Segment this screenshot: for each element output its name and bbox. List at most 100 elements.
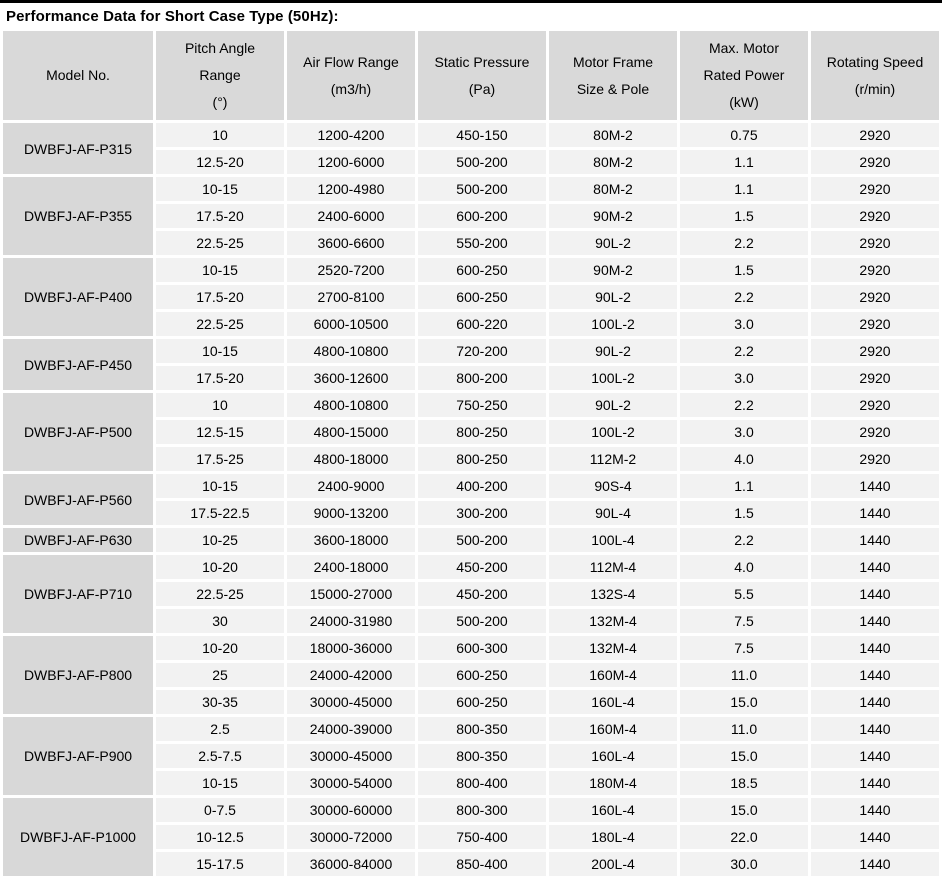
data-cell: 2.5 — [156, 717, 284, 741]
data-cell: 3600-6600 — [287, 231, 415, 255]
data-cell: 15.0 — [680, 744, 808, 768]
data-cell: 550-200 — [418, 231, 546, 255]
data-cell: 90S-4 — [549, 474, 677, 498]
data-cell: 90L-2 — [549, 339, 677, 363]
data-cell: 2400-6000 — [287, 204, 415, 228]
data-cell: 6000-10500 — [287, 312, 415, 336]
data-cell: 10-15 — [156, 339, 284, 363]
data-cell: 2920 — [811, 204, 939, 228]
data-cell: 0-7.5 — [156, 798, 284, 822]
data-cell: 1440 — [811, 663, 939, 687]
data-cell: 2.2 — [680, 231, 808, 255]
data-cell: 1200-6000 — [287, 150, 415, 174]
data-cell: 132M-4 — [549, 609, 677, 633]
data-cell: 450-200 — [418, 582, 546, 606]
data-cell: 10-20 — [156, 636, 284, 660]
data-cell: 17.5-20 — [156, 285, 284, 309]
table-row: 10-15 30000-54000 800-400 180M-4 18.5 1440 — [3, 771, 939, 795]
data-cell: 800-200 — [418, 366, 546, 390]
table-row: 17.5-20 3600-12600 800-200 100L-2 3.0 2920 — [3, 366, 939, 390]
performance-table: Model No. Pitch Angle Range (°) Air Flow… — [0, 28, 942, 879]
data-cell: 30.0 — [680, 852, 808, 876]
table-row: 17.5-20 2700-8100 600-250 90L-2 2.2 2920 — [3, 285, 939, 309]
data-cell: 24000-42000 — [287, 663, 415, 687]
data-cell: 4800-15000 — [287, 420, 415, 444]
table-body: DWBFJ-AF-P315 10 1200-4200 450-150 80M-2 0.75… — [3, 123, 939, 876]
data-cell: 1440 — [811, 852, 939, 876]
table-row: DWBFJ-AF-P900 2.5 24000-39000 800-350 160M-4… — [3, 717, 939, 795]
data-cell: 3.0 — [680, 366, 808, 390]
data-cell: 500-200 — [418, 528, 546, 552]
data-cell: 1440 — [811, 501, 939, 525]
table-row: DWBFJ-AF-P710 10-20 2400-18000 450-200 112M-… — [3, 555, 939, 633]
data-cell: 30 — [156, 609, 284, 633]
table-header: Model No. Pitch Angle Range (°) Air Flow… — [3, 31, 939, 120]
table-row: 17.5-25 4800-18000 800-250 112M-2 4.0 2920 — [3, 447, 939, 471]
data-cell: 2.2 — [680, 339, 808, 363]
data-cell: 90M-2 — [549, 204, 677, 228]
table-row: DWBFJ-AF-P630 10-25 3600-18000 500-200 100L-… — [3, 528, 939, 552]
col-header-static-pressure: Static Pressure (Pa) — [418, 31, 546, 120]
data-cell: 850-400 — [418, 852, 546, 876]
table-row: 15-17.5 36000-84000 850-400 200L-4 30.0 1440 — [3, 852, 939, 876]
table-row: DWBFJ-AF-P355 10-15 1200-4980 500-200 80M-2 1… — [3, 177, 939, 255]
data-cell: 10 — [156, 393, 284, 417]
data-cell: 1440 — [811, 717, 939, 741]
data-cell: 10-12.5 — [156, 825, 284, 849]
data-cell: 10-20 — [156, 555, 284, 579]
data-cell: 90L-2 — [549, 231, 677, 255]
data-cell: 3600-12600 — [287, 366, 415, 390]
data-cell: 30000-45000 — [287, 690, 415, 714]
data-cell: 25 — [156, 663, 284, 687]
table-row: 30 24000-31980 500-200 132M-4 7.5 1440 — [3, 609, 939, 633]
data-cell: 7.5 — [680, 636, 808, 660]
data-cell: 1440 — [811, 744, 939, 768]
model-cell: DWBFJ-AF-P400 — [3, 258, 153, 336]
data-cell: 2920 — [811, 231, 939, 255]
data-cell: 600-250 — [418, 258, 546, 282]
table-row: DWBFJ-AF-P800 10-20 18000-36000 600-300 132M… — [3, 636, 939, 714]
data-cell: 160M-4 — [549, 663, 677, 687]
table-row: DWBFJ-AF-P315 10 1200-4200 450-150 80M-2 0.75… — [3, 123, 939, 174]
data-cell: 24000-31980 — [287, 609, 415, 633]
table-row: 17.5-20 2400-6000 600-200 90M-2 1.5 2920 — [3, 204, 939, 228]
table-row: DWBFJ-AF-P400 10-15 2520-7200 600-250 90M-2 1… — [3, 258, 939, 336]
data-cell: 36000-84000 — [287, 852, 415, 876]
data-cell: 10-15 — [156, 177, 284, 201]
data-cell: 1440 — [811, 474, 939, 498]
table-row: 30-35 30000-45000 600-250 160L-4 15.0 1440 — [3, 690, 939, 714]
data-cell: 11.0 — [680, 663, 808, 687]
data-cell: 4800-18000 — [287, 447, 415, 471]
data-cell: 2920 — [811, 420, 939, 444]
data-cell: 9000-13200 — [287, 501, 415, 525]
col-header-pitch-angle-range: Pitch Angle Range (°) — [156, 31, 284, 120]
data-cell: 100L-2 — [549, 420, 677, 444]
data-cell: 22.5-25 — [156, 312, 284, 336]
data-cell: 160L-4 — [549, 798, 677, 822]
data-cell: 15.0 — [680, 798, 808, 822]
data-cell: 2520-7200 — [287, 258, 415, 282]
data-cell: 800-250 — [418, 420, 546, 444]
data-cell: 200L-4 — [549, 852, 677, 876]
col-header-model-no: Model No. — [3, 31, 153, 120]
data-cell: 1440 — [811, 609, 939, 633]
table-row: 25 24000-42000 600-250 160M-4 11.0 1440 — [3, 663, 939, 687]
data-cell: 10-25 — [156, 528, 284, 552]
col-header-rotating-speed: Rotating Speed (r/min) — [811, 31, 939, 120]
data-cell: 600-200 — [418, 204, 546, 228]
table-row: 2.5-7.5 30000-45000 800-350 160L-4 15.0 1440 — [3, 744, 939, 768]
data-cell: 180L-4 — [549, 825, 677, 849]
data-cell: 1.1 — [680, 177, 808, 201]
data-cell: 30000-45000 — [287, 744, 415, 768]
data-cell: 100L-2 — [549, 366, 677, 390]
col-header-air-flow-range: Air Flow Range (m3/h) — [287, 31, 415, 120]
data-cell: 80M-2 — [549, 123, 677, 147]
data-cell: 160L-4 — [549, 744, 677, 768]
data-cell: 10 — [156, 123, 284, 147]
data-cell: 17.5-25 — [156, 447, 284, 471]
data-cell: 0.75 — [680, 123, 808, 147]
data-cell: 2.2 — [680, 285, 808, 309]
data-cell: 17.5-20 — [156, 204, 284, 228]
data-cell: 10-15 — [156, 771, 284, 795]
